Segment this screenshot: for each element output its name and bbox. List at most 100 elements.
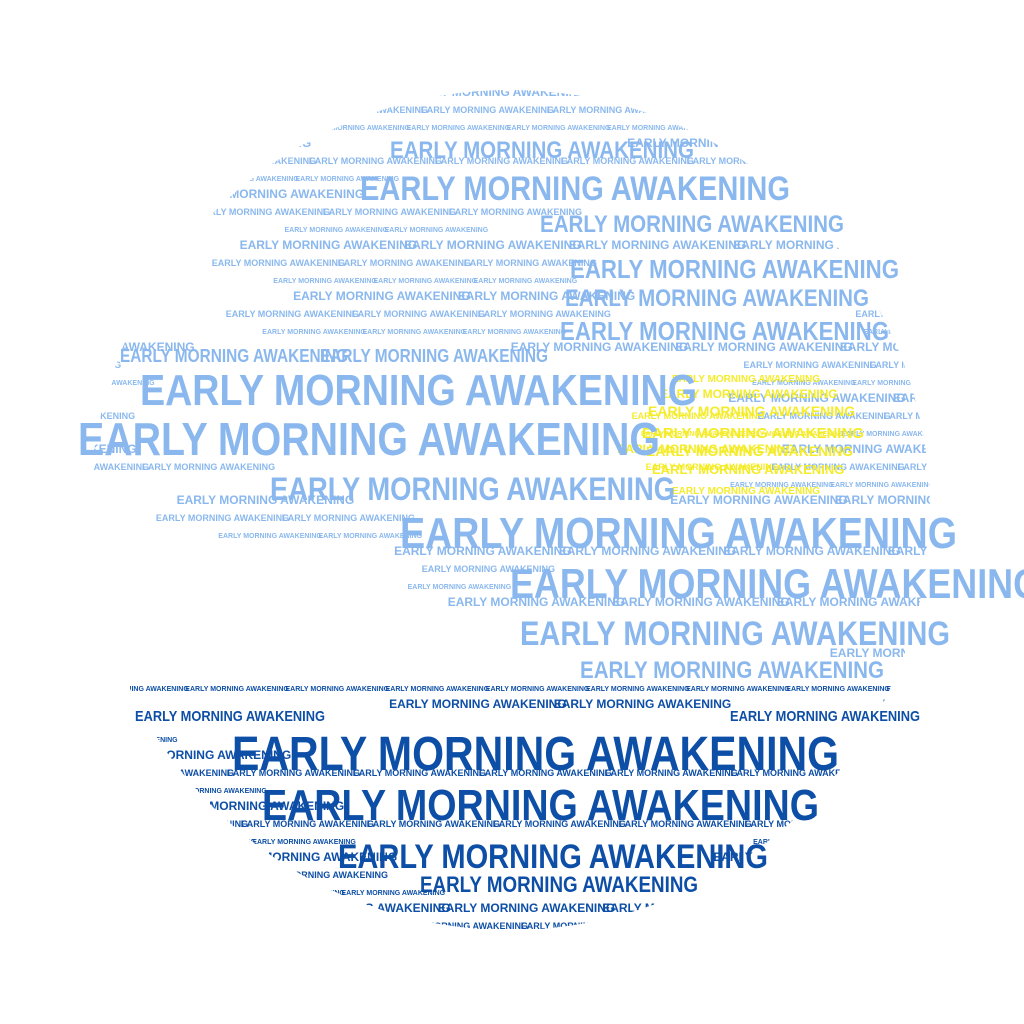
cloud-word: EARLY MORNING AWAKENING [43,105,176,115]
cloud-word: EARLY MORNING AWAKENING [753,839,857,846]
cloud-word: EARLY MORNING AWAKENING [842,890,946,897]
cloud-word: EARLY MORNING AWAKENING [0,442,137,456]
cloud-word: EARLY MORNING AWAKENING [212,258,345,268]
cloud-word: EARLY MORNING AWAKENING [296,176,400,183]
cloud-word: EARLY MORNING AWAKENING [80,85,258,99]
cloud-word: EARLY MORNING AWAKENING [896,176,1000,183]
cloud-word: EARLY MORNING AWAKENING [389,697,567,711]
cloud-word: EARLY MORNING AWAKENING [924,105,1024,115]
cloud-word: EARLY MORNING AWAKENING [269,921,402,931]
cloud-word: EARLY MORNING AWAKENING [738,85,916,99]
cloud-word: EARLY MORNING AWAKENING [733,238,911,252]
cloud-word: EARLY MORNING AWAKENING [163,788,267,795]
cloud-word: EARLY MORNING AWAKENING [353,768,486,778]
cloud-word: EARLY MORNING AWAKENING [772,462,905,472]
sea-phrase: EARLY MORNING AWAKENING [262,781,819,830]
cloud-word: EARLY MORNING AWAKENING [16,462,149,472]
cloud-word: EARLY MORNING AWAKENING [744,360,877,370]
cloud-word: EARLY MORNING AWAKENING [385,227,489,234]
cloud-word: EARLY MORNING AWAKENING [864,788,968,795]
sea-phrase: EARLY MORNING AWAKENING [420,872,698,897]
cloud-word: EARLY MORNING AWAKENING [602,901,780,915]
cloud-word: EARLY MORNING AWAKENING [0,176,99,183]
cloud-word: EARLY MORNING AWAKENING [758,411,891,421]
sky-phrase: EARLY MORNING AWAKENING [78,413,660,465]
cloud-word: EARLY MORNING AWAKENING [856,768,989,778]
sun-word: EARLY MORNING AWAKENING [642,425,864,442]
cloud-word: EARLY MORNING AWAKENING [422,564,555,574]
cloud-word: EARLY MORNING AWAKENING [853,839,957,846]
cloud-word: EARLY MORNING AWAKENING [752,380,856,387]
sky-phrase: EARLY MORNING AWAKENING [580,657,884,684]
cloud-word: EARLY MORNING AWAKENING [55,850,233,864]
cloud-word: EARLY MORNING AWAKENING [731,768,864,778]
cloud-word: EARLY MORNING AWAKENING [930,482,1024,489]
cloud-word: EARLY MORNING AWAKENING [252,839,356,846]
cloud-word: EARLY MORNING AWAKENING [730,482,834,489]
cloud-word: EARLY MORNING AWAKENING [841,431,945,438]
cloud-word: EARLY MORNING AWAKENING [2,799,180,813]
cloud-word: EARLY MORNING AWAKENING [942,890,1024,897]
cloud-word: EARLY MORNING AWAKENING [612,595,790,609]
sea-phrase: EARLY MORNING AWAKENING [338,838,768,876]
cloud-word: EARLY MORNING AWAKENING [0,901,122,915]
cloud-word: EARLY MORNING AWAKENING [723,544,901,558]
cloud-word: EARLY MORNING AWAKENING [507,125,611,132]
sky-phrase: EARLY MORNING AWAKENING [120,346,348,366]
cloud-word: EARLY MORNING AWAKENING [888,544,1024,558]
sun-word: EARLY MORNING AWAKENING [672,374,820,385]
cloud-word: EARLY MORNING AWAKENING [641,431,745,438]
cloud-word: EARLY MORNING AWAKENING [262,329,366,336]
cloud-word: EARLY MORNING AWAKENING [478,309,611,319]
cloud-word: EARLY MORNING AWAKENING [617,442,795,456]
cloud-word: EARLY MORNING AWAKENING [687,156,820,166]
cloud-word: EARLY MORNING AWAKENING [218,533,322,540]
cloud-word: EARLY MORNING AWAKENING [106,125,210,132]
cloud-word: EARLY MORNING AWAKENING [156,513,289,523]
cloud-word: EARLY MORNING AWAKENING [195,176,299,183]
cloud-word: EARLY MORNING AWAKENING [394,544,572,558]
cloud-word: EARLY MORNING AWAKENING [293,289,471,303]
cloud-word: EARLY MORNING AWAKENING [897,462,1024,472]
cloud-word: EARLY MORNING AWAKENING [71,207,204,217]
cloud-word: EARLY MORNING AWAKENING [0,136,147,150]
cloud-word: EARLY MORNING AWAKENING [825,799,1003,813]
cloud-word: EARLY MORNING AWAKENING [0,717,94,727]
cloud-word: EARLY MORNING AWAKENING [187,187,365,201]
sky-phrase: EARLY MORNING AWAKENING [400,509,957,558]
cloud-word: EARLY MORNING AWAKENING [129,870,262,880]
cloud-word: EARLY MORNING AWAKENING [796,176,900,183]
cloud-word: EARLY MORNING AWAKENING [407,125,511,132]
cloud-word: EARLY MORNING AWAKENING [883,411,1016,421]
cloud-word: EARLY MORNING AWAKENING [554,697,732,711]
cloud-word: EARLY MORNING AWAKENING [830,482,934,489]
cloud-word: EARLY MORNING AWAKENING [101,768,234,778]
cloud-word: EARLY MORNING AWAKENING [3,870,136,880]
sun-word: EARLY MORNING AWAKENING [660,387,838,401]
cloud-word: EARLY MORNING AWAKENING [273,901,451,915]
cloud-word: EARLY MORNING AWAKENING [226,309,359,319]
cloud-word: EARLY MORNING AWAKENING [342,890,446,897]
cloud-word: EARLY MORNING AWAKENING [464,258,597,268]
cloud-word: EARLY MORNING AWAKENING [408,584,512,591]
cloud-word: EARLY MORNING AWAKENING [561,156,694,166]
cloud-word: EARLY MORNING AWAKENING [907,125,1011,132]
cloud-word: EARLY MORNING AWAKENING [767,901,945,915]
cloud-word: EARLY MORNING AWAKENING [323,207,456,217]
cloud-word: EARLY MORNING AWAKENING [0,686,89,693]
cloud-word: EARLY MORNING AWAKENING [435,156,568,166]
cloud-word: EARLY MORNING AWAKENING [869,360,1002,370]
cloud-word: EARLY MORNING AWAKENING [319,533,423,540]
cloud-word: EARLY MORNING AWAKENING [670,493,848,507]
cloud-word: EARLY MORNING AWAKENING [813,156,946,166]
cloud-word: EARLY MORNING AWAKENING [574,85,752,99]
cloud-word: EARLY MORNING AWAKENING [0,819,122,829]
cloud-word: EARLY MORNING AWAKENING [285,227,389,234]
cloud-word: EARLY MORNING AWAKENING [0,768,108,778]
cloud-word: EARLY MORNING AWAKENING [409,85,587,99]
cloud-word: EARLY MORNING AWAKENING [886,686,990,693]
cloud-word: EARLY MORNING AWAKENING [827,207,960,217]
cloud-word: EARLY MORNING AWAKENING [479,768,612,778]
sky-phrase: EARLY MORNING AWAKENING [360,170,790,208]
